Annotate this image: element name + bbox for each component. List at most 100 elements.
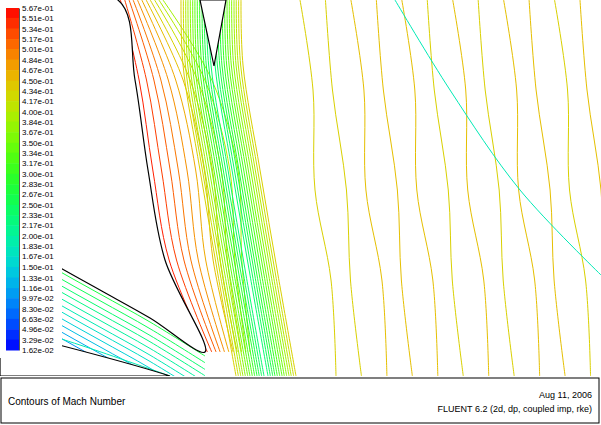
colorbar-cell [6,225,19,236]
contour-line [186,0,241,376]
tick: 3.00e-01 [19,170,54,179]
tick: 2.33e-01 [19,211,54,220]
tick-label: 2.50e-01 [22,201,54,210]
colorbar-cell [6,340,19,351]
tick-label: 6.63e-02 [22,315,54,324]
tick: 2.00e-01 [19,232,54,241]
tick-label: 5.51e-01 [22,14,54,23]
colorbar-cell [6,153,19,164]
colorbar-axis: 5.67e-015.51e-015.34e-015.17e-015.01e-01… [19,4,54,355]
tick: 3.50e-01 [19,139,54,148]
tick-label: 4.84e-01 [22,56,54,65]
tick: 4.50e-01 [19,77,54,86]
tick: 2.67e-01 [19,190,54,199]
tick: 1.33e-01 [19,274,54,283]
colorbar-cell [6,122,19,133]
tick-label: 4.67e-01 [22,66,54,75]
tick: 3.84e-01 [19,118,54,127]
tick-label: 3.84e-01 [22,118,54,127]
tick: 5.51e-01 [19,14,54,23]
contour-line [351,0,387,376]
tick: 3.29e-02 [19,336,54,345]
colorbar-cell [6,329,19,340]
colorbar-cell [6,309,19,320]
tick-label: 9.97e-02 [22,294,54,303]
tick: 2.17e-01 [19,221,54,230]
contour-line [239,0,294,376]
colorbar-cell [6,81,19,91]
tick: 3.67e-01 [19,128,54,137]
tick: 3.34e-01 [19,149,54,158]
tick: 3.17e-01 [19,159,54,168]
colorbar-cell [6,288,19,299]
colorbar-cell [6,194,19,205]
tick: 2.83e-01 [19,180,54,189]
contour-line [325,0,361,376]
contour-line [504,0,540,376]
colorbar-cell [6,319,19,330]
contour-line [555,0,591,376]
tick-label: 1.50e-01 [22,263,54,272]
tick-label: 4.17e-01 [22,97,54,106]
colorbar-cell [6,28,19,39]
colorbar-cell [6,267,19,278]
contour-line [478,0,514,376]
title: Contours of Mach Number [8,396,126,407]
colorbar-cell [6,91,19,102]
tick: 4.96e-02 [19,325,54,334]
tick-label: 2.33e-01 [22,211,54,220]
figure: 5.67e-015.51e-015.34e-015.17e-015.01e-01… [0,0,601,425]
tick-label: 4.00e-01 [22,108,54,117]
colorbar-cell [6,163,19,174]
tick-label: 4.50e-01 [22,77,54,86]
colorbar-cell [6,112,19,122]
contour-field [0,0,601,376]
tick-label: 1.16e-01 [22,284,54,293]
colorbar-cell [6,174,19,185]
tick: 5.34e-01 [19,25,54,34]
tick: 1.62e-02 [19,346,54,355]
tick-label: 1.83e-01 [22,242,54,251]
colorbar-cell [6,205,19,216]
colorbar-background [0,0,62,358]
colorbar-cell [6,215,19,225]
tick: 1.16e-01 [19,284,54,293]
contour-line [395,0,601,275]
contour-line [188,0,243,376]
axis-line [19,9,20,351]
subtitle: FLUENT 6.2 (2d, dp, coupled imp, rke) [438,404,592,414]
colorbar-cell [6,8,19,18]
contour-line [580,0,601,376]
tick-label: 3.50e-01 [22,139,54,148]
tick-label: 4.96e-02 [22,325,54,334]
tick: 5.01e-01 [19,45,54,54]
tick-label: 4.34e-01 [22,87,54,96]
blade [0,0,206,353]
contour-line [529,0,565,376]
tick-label: 3.17e-01 [22,159,54,168]
tick: 1.83e-01 [19,242,54,251]
colorbar-cell [6,184,19,194]
tick-label: 3.34e-01 [22,149,54,158]
tick-label: 8.30e-02 [22,305,54,314]
contour-line [241,0,296,376]
tick-label: 3.67e-01 [22,128,54,137]
contour-line [376,0,412,376]
contour-line [236,0,291,376]
contour-line [453,0,489,376]
tick-label: 5.01e-01 [22,45,54,54]
colorbar-cell [6,236,19,247]
tick: 4.84e-01 [19,56,54,65]
tick-label: 1.67e-01 [22,252,54,261]
colorbar-cell [6,277,19,288]
colorbar-cell [6,143,19,153]
tick-label: 3.29e-02 [22,336,54,345]
colorbar-cell [6,298,19,309]
date: Aug 11, 2006 [539,390,592,400]
tick: 6.63e-02 [19,315,54,324]
colorbar-cell [6,256,19,267]
contour-line [300,0,336,376]
tick: 5.17e-01 [19,35,54,44]
colorbar-cell [6,132,19,143]
tick-label: 2.67e-01 [22,190,54,199]
